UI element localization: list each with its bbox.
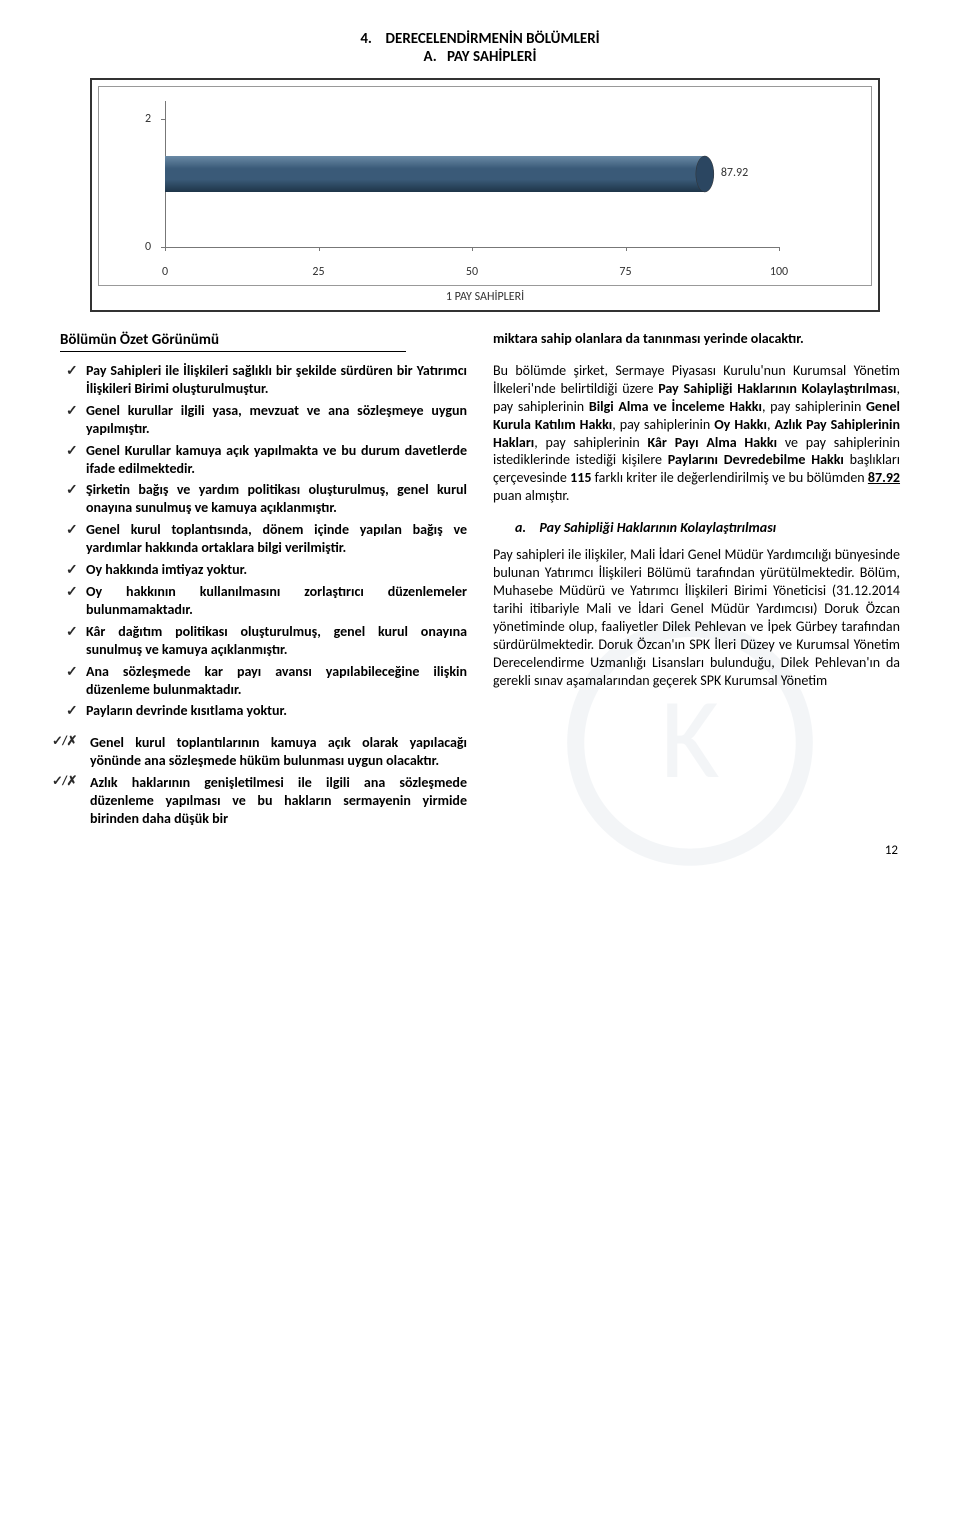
checklist-mixed: Genel kurul toplantılarının kamuya açık … [60, 734, 467, 828]
y-tick-label: 2 [145, 112, 151, 126]
x-tick-label: 25 [312, 265, 324, 279]
subsection-letter: A. [424, 48, 437, 66]
score-chart: 2 00 25 50 75 100 87.92 [98, 86, 872, 286]
score-bar [165, 154, 725, 194]
page-number: 12 [885, 843, 898, 858]
checklist-item: Ana sözleşmede kar payı avansı yapılabil… [60, 663, 467, 699]
right-column: miktara sahip olanlara da tanınması yeri… [493, 330, 900, 832]
body-fragment: , pay sahiplerinin [762, 398, 866, 415]
section-number: 4. [360, 30, 372, 48]
body-fragment: , pay sahiplerinin [612, 416, 714, 433]
checklist-item: Kâr dağıtım politikası oluşturulmuş, gen… [60, 623, 467, 659]
checklist-item-mixed: Genel kurul toplantılarının kamuya açık … [60, 734, 467, 770]
body-fragment: Pay Sahipliği Haklarının Kolaylaştırılma… [658, 380, 896, 397]
score-value-label: 87.92 [721, 166, 748, 180]
body-fragment: farklı kriter ile değerlendirilmiş ve bu… [591, 469, 867, 486]
checklist-item: Genel kurullar ilgili yasa, mevzuat ve a… [60, 402, 467, 438]
checklist-item: Genel kurul toplantısında, dönem içinde … [60, 521, 467, 557]
body-fragment: 115 [570, 469, 591, 486]
body-fragment: Bilgi Alma ve İnceleme Hakkı [589, 398, 762, 415]
body-fragment: Kâr Payı Alma Hakkı [648, 434, 777, 451]
body-fragment: Oy Hakkı [714, 416, 767, 433]
y-tick-label: 0 [145, 240, 151, 254]
checklist-item: Oy hakkında imtiyaz yoktur. [60, 561, 467, 579]
page-heading: 4. DERECELENDİRMENİN BÖLÜMLERİ A. PAY SA… [60, 30, 900, 66]
right-intro: miktara sahip olanlara da tanınması yeri… [493, 330, 900, 348]
x-tick-label: 50 [466, 265, 478, 279]
checklist-positive: Pay Sahipleri ile İlişkileri sağlıklı bi… [60, 362, 467, 720]
checklist-item-mixed: Azlık haklarının genişletilmesi ile ilgi… [60, 774, 467, 828]
x-tick-label: 0 [162, 265, 168, 279]
checklist-item: Payların devrinde kısıtlama yoktur. [60, 702, 467, 720]
x-tick-label: 75 [619, 265, 631, 279]
body-fragment: puan almıştır. [493, 487, 569, 504]
left-column: Bölümün Özet Görünümü Pay Sahipleri ile … [60, 330, 467, 832]
subsection-a-label: a. [515, 519, 526, 536]
subsection-a-title: Pay Sahipliği Haklarının Kolaylaştırılma… [539, 519, 776, 536]
summary-title: Bölümün Özet Görünümü [60, 331, 406, 352]
body-fragment: , pay sahiplerinin [534, 434, 647, 451]
checklist-item: Oy hakkının kullanılmasını zorlaştırıcı … [60, 583, 467, 619]
checklist-item: Genel Kurullar kamuya açık yapılmakta ve… [60, 442, 467, 478]
content-columns: Bölümün Özet Görünümü Pay Sahipleri ile … [60, 330, 900, 832]
subsection-title: PAY SAHİPLERİ [447, 48, 537, 66]
checklist-item: Şirketin bağış ve yardım politikası oluş… [60, 481, 467, 517]
score-chart-container: 2 00 25 50 75 100 87.92 1 PAY SAHİPLERİ [90, 78, 880, 312]
subsection-a: a. Pay Sahipliği Haklarının Kolaylaştırı… [515, 519, 900, 536]
right-paragraph-2: Pay sahipleri ile ilişkiler, Mali İdari … [493, 546, 900, 689]
body-fragment: Paylarını Devredebilme Hakkı [668, 451, 844, 468]
chart-caption: 1 PAY SAHİPLERİ [98, 290, 872, 304]
checklist-item: Pay Sahipleri ile İlişkileri sağlıklı bi… [60, 362, 467, 398]
right-body-paragraph: Bu bölümde şirket, Sermaye Piyasası Kuru… [493, 362, 900, 505]
section-title: DERECELENDİRMENİN BÖLÜMLERİ [386, 30, 600, 48]
body-fragment: 87.92 [868, 469, 900, 486]
x-tick-label: 100 [770, 265, 788, 279]
